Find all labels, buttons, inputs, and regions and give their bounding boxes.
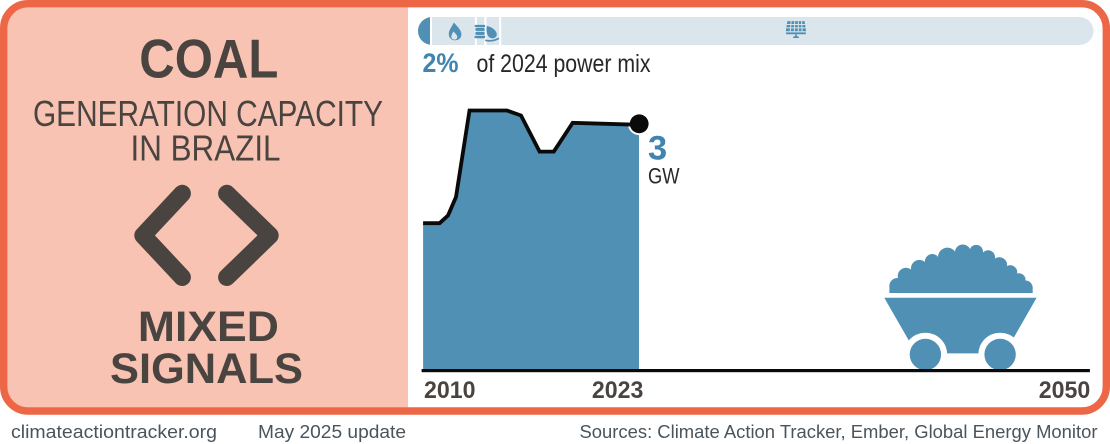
svg-text:2%: 2% [423,48,459,78]
svg-text:MIXED: MIXED [138,303,279,350]
svg-text:of 2024 power mix: of 2024 power mix [477,50,651,78]
svg-text:3: 3 [648,130,667,168]
svg-text:climateactiontracker.org: climateactiontracker.org [11,422,217,442]
svg-text:GENERATION CAPACITY: GENERATION CAPACITY [33,93,383,134]
svg-text:2050: 2050 [1039,377,1091,404]
svg-text:IN BRAZIL: IN BRAZIL [131,128,281,169]
svg-text:COAL: COAL [139,28,278,90]
svg-text:SIGNALS: SIGNALS [110,345,303,393]
svg-text:May 2025 update: May 2025 update [258,422,406,442]
svg-text:Sources: Climate Action Tracke: Sources: Climate Action Tracker, Ember, … [580,422,1098,442]
svg-text:2023: 2023 [592,377,644,404]
svg-text:2010: 2010 [424,377,476,404]
svg-text:GW: GW [648,163,680,188]
